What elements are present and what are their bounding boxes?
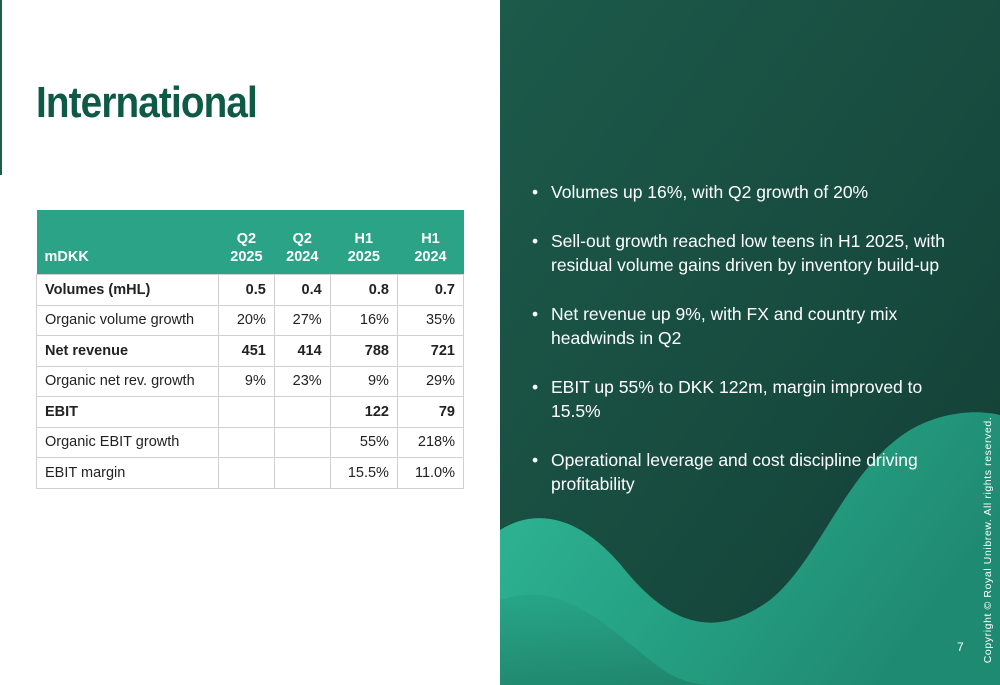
header-label: mDKK [36, 210, 219, 275]
table-cell: 9% [218, 365, 275, 397]
bullet-item: • Sell-out growth reached low teens in H1… [532, 231, 945, 275]
table-cell: 414 [273, 335, 331, 367]
header-col: Q2 2024 [274, 210, 331, 275]
table-cell: 27% [273, 304, 331, 336]
bullet-item: • Net revenue up 9%, with FX and country … [532, 304, 898, 348]
bullet-item: • EBIT up 55% to DKK 122m, margin improve… [532, 377, 923, 421]
table-cell: 16% [329, 304, 398, 336]
table-cell [273, 457, 331, 489]
table-cell: 218% [396, 426, 465, 458]
header-col: H1 2024 [397, 210, 464, 275]
financial-table: mDKK Q2 2025 Q2 2024 H1 2025 H1 2024 Volumes… [36, 210, 465, 489]
row-label: Net revenue [36, 335, 219, 367]
table-cell: 9% [329, 365, 398, 397]
row-label: EBIT margin [36, 457, 219, 489]
copyright-notice: Copyright © Royal Unibrew. All rights re… [982, 416, 994, 664]
table-cell: 20% [218, 304, 275, 336]
table-cell: 451 [218, 335, 275, 367]
table-cell: 35% [396, 304, 465, 336]
table-cell [273, 426, 331, 458]
table-cell: 0.7 [396, 274, 465, 306]
page-title: International [36, 78, 258, 127]
row-label: Organic volume growth [36, 304, 219, 336]
table-cell: 15.5% [329, 457, 398, 489]
row-label: EBIT [36, 396, 219, 428]
table-row: Organic volume growth 20% 27% 16% 35% [36, 304, 465, 336]
wave-background [500, 0, 1000, 685]
right-panel [500, 0, 1000, 685]
table-cell: 0.8 [329, 274, 398, 306]
row-label: Organic net rev. growth [36, 365, 219, 397]
table-cell: 788 [329, 335, 398, 367]
header-col: Q2 2025 [218, 210, 275, 275]
table-row: Organic net rev. growth 9% 23% 9% 29% [36, 365, 465, 397]
bullet-list: • Volumes up 16%, with Q2 growth of 20% •… [530, 180, 970, 521]
table-cell: 29% [396, 365, 465, 397]
table-cell [273, 396, 331, 428]
row-label: Organic EBIT growth [36, 426, 219, 458]
page-number: 7 [957, 640, 964, 654]
table-row: Net revenue 451 414 788 721 [36, 335, 465, 367]
table-cell: 11.0% [396, 457, 465, 489]
bullet-dot: • [532, 377, 539, 397]
left-accent-bar [0, 0, 2, 175]
table-cell [218, 457, 275, 489]
bullet-item: • Volumes up 16%, with Q2 growth of 20% [532, 182, 869, 202]
table-row: EBIT 122 79 [36, 396, 465, 428]
table-row: Organic EBIT growth 55% 218% [36, 426, 465, 458]
table-cell: 79 [396, 396, 465, 428]
table-cell: 0.5 [218, 274, 275, 306]
bullet-dot: • [532, 231, 539, 251]
table-row: Volumes (mHL) 0.5 0.4 0.8 0.7 [36, 274, 465, 306]
bullet-dot: • [532, 182, 539, 202]
table-cell: 721 [396, 335, 465, 367]
bullet-dot: • [532, 450, 539, 470]
table-header-row: mDKK Q2 2025 Q2 2024 H1 2025 H1 2024 [36, 210, 464, 275]
header-col: H1 2025 [330, 210, 398, 275]
row-label: Volumes (mHL) [36, 274, 219, 306]
table-row: EBIT margin 15.5% 11.0% [36, 457, 465, 489]
bullet-item: • Operational leverage and cost disciplin… [532, 450, 918, 494]
table-cell: 122 [329, 396, 398, 428]
bullet-dot: • [532, 304, 539, 324]
table-cell: 23% [273, 365, 331, 397]
table-cell [218, 396, 275, 428]
table-cell: 55% [329, 426, 398, 458]
table-cell [218, 426, 275, 458]
table-cell: 0.4 [273, 274, 331, 306]
